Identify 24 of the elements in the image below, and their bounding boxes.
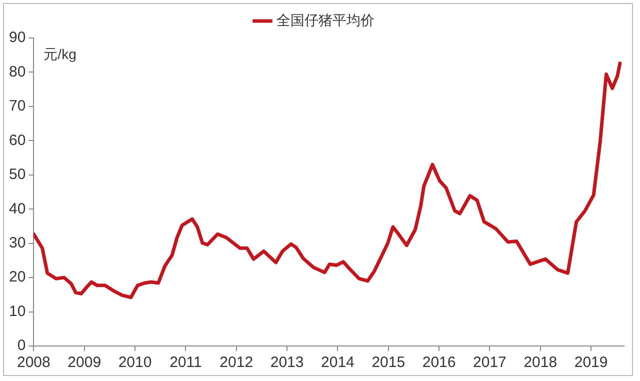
y-tick-label: 80 xyxy=(8,63,26,80)
y-tick-label: 60 xyxy=(8,132,26,149)
x-tick-label: 2014 xyxy=(321,354,354,372)
y-tick-label: 20 xyxy=(8,268,26,286)
x-tick-label: 2015 xyxy=(372,354,406,372)
x-tick-label: 2012 xyxy=(220,354,254,372)
x-tick-label: 2011 xyxy=(170,354,202,372)
x-tick-label: 2016 xyxy=(422,354,456,372)
x-tick-label: 2019 xyxy=(574,354,608,372)
y-tick-label: 0 xyxy=(17,337,26,354)
legend-label: 全国仔猪平均价 xyxy=(276,12,374,28)
x-tick-label: 2018 xyxy=(524,354,558,372)
x-tick-label: 2013 xyxy=(270,354,304,372)
y-axis-title: 元/kg xyxy=(44,46,76,62)
x-tick-label: 2017 xyxy=(473,354,506,372)
y-tick-label: 40 xyxy=(8,200,26,218)
x-tick-label: 2008 xyxy=(16,354,50,372)
y-tick-label: 50 xyxy=(8,166,26,184)
y-tick-label: 70 xyxy=(8,98,26,115)
y-tick-label: 30 xyxy=(8,234,26,252)
x-tick-label: 2010 xyxy=(118,354,152,372)
y-tick-label: 10 xyxy=(8,302,26,320)
x-tick-label: 2009 xyxy=(68,354,102,372)
y-tick-label: 90 xyxy=(8,29,26,46)
